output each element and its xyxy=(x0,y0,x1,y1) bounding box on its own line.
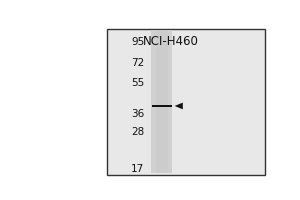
Text: 55: 55 xyxy=(131,78,145,88)
Bar xyxy=(152,30,172,173)
Text: 36: 36 xyxy=(131,109,145,119)
Text: 17: 17 xyxy=(131,164,145,174)
Bar xyxy=(156,30,168,173)
Text: 72: 72 xyxy=(131,58,145,68)
Polygon shape xyxy=(175,103,183,109)
Text: 95: 95 xyxy=(131,37,145,47)
Text: NCI-H460: NCI-H460 xyxy=(143,35,199,48)
Text: 28: 28 xyxy=(131,127,145,137)
Bar xyxy=(152,105,172,107)
Bar xyxy=(107,29,266,175)
